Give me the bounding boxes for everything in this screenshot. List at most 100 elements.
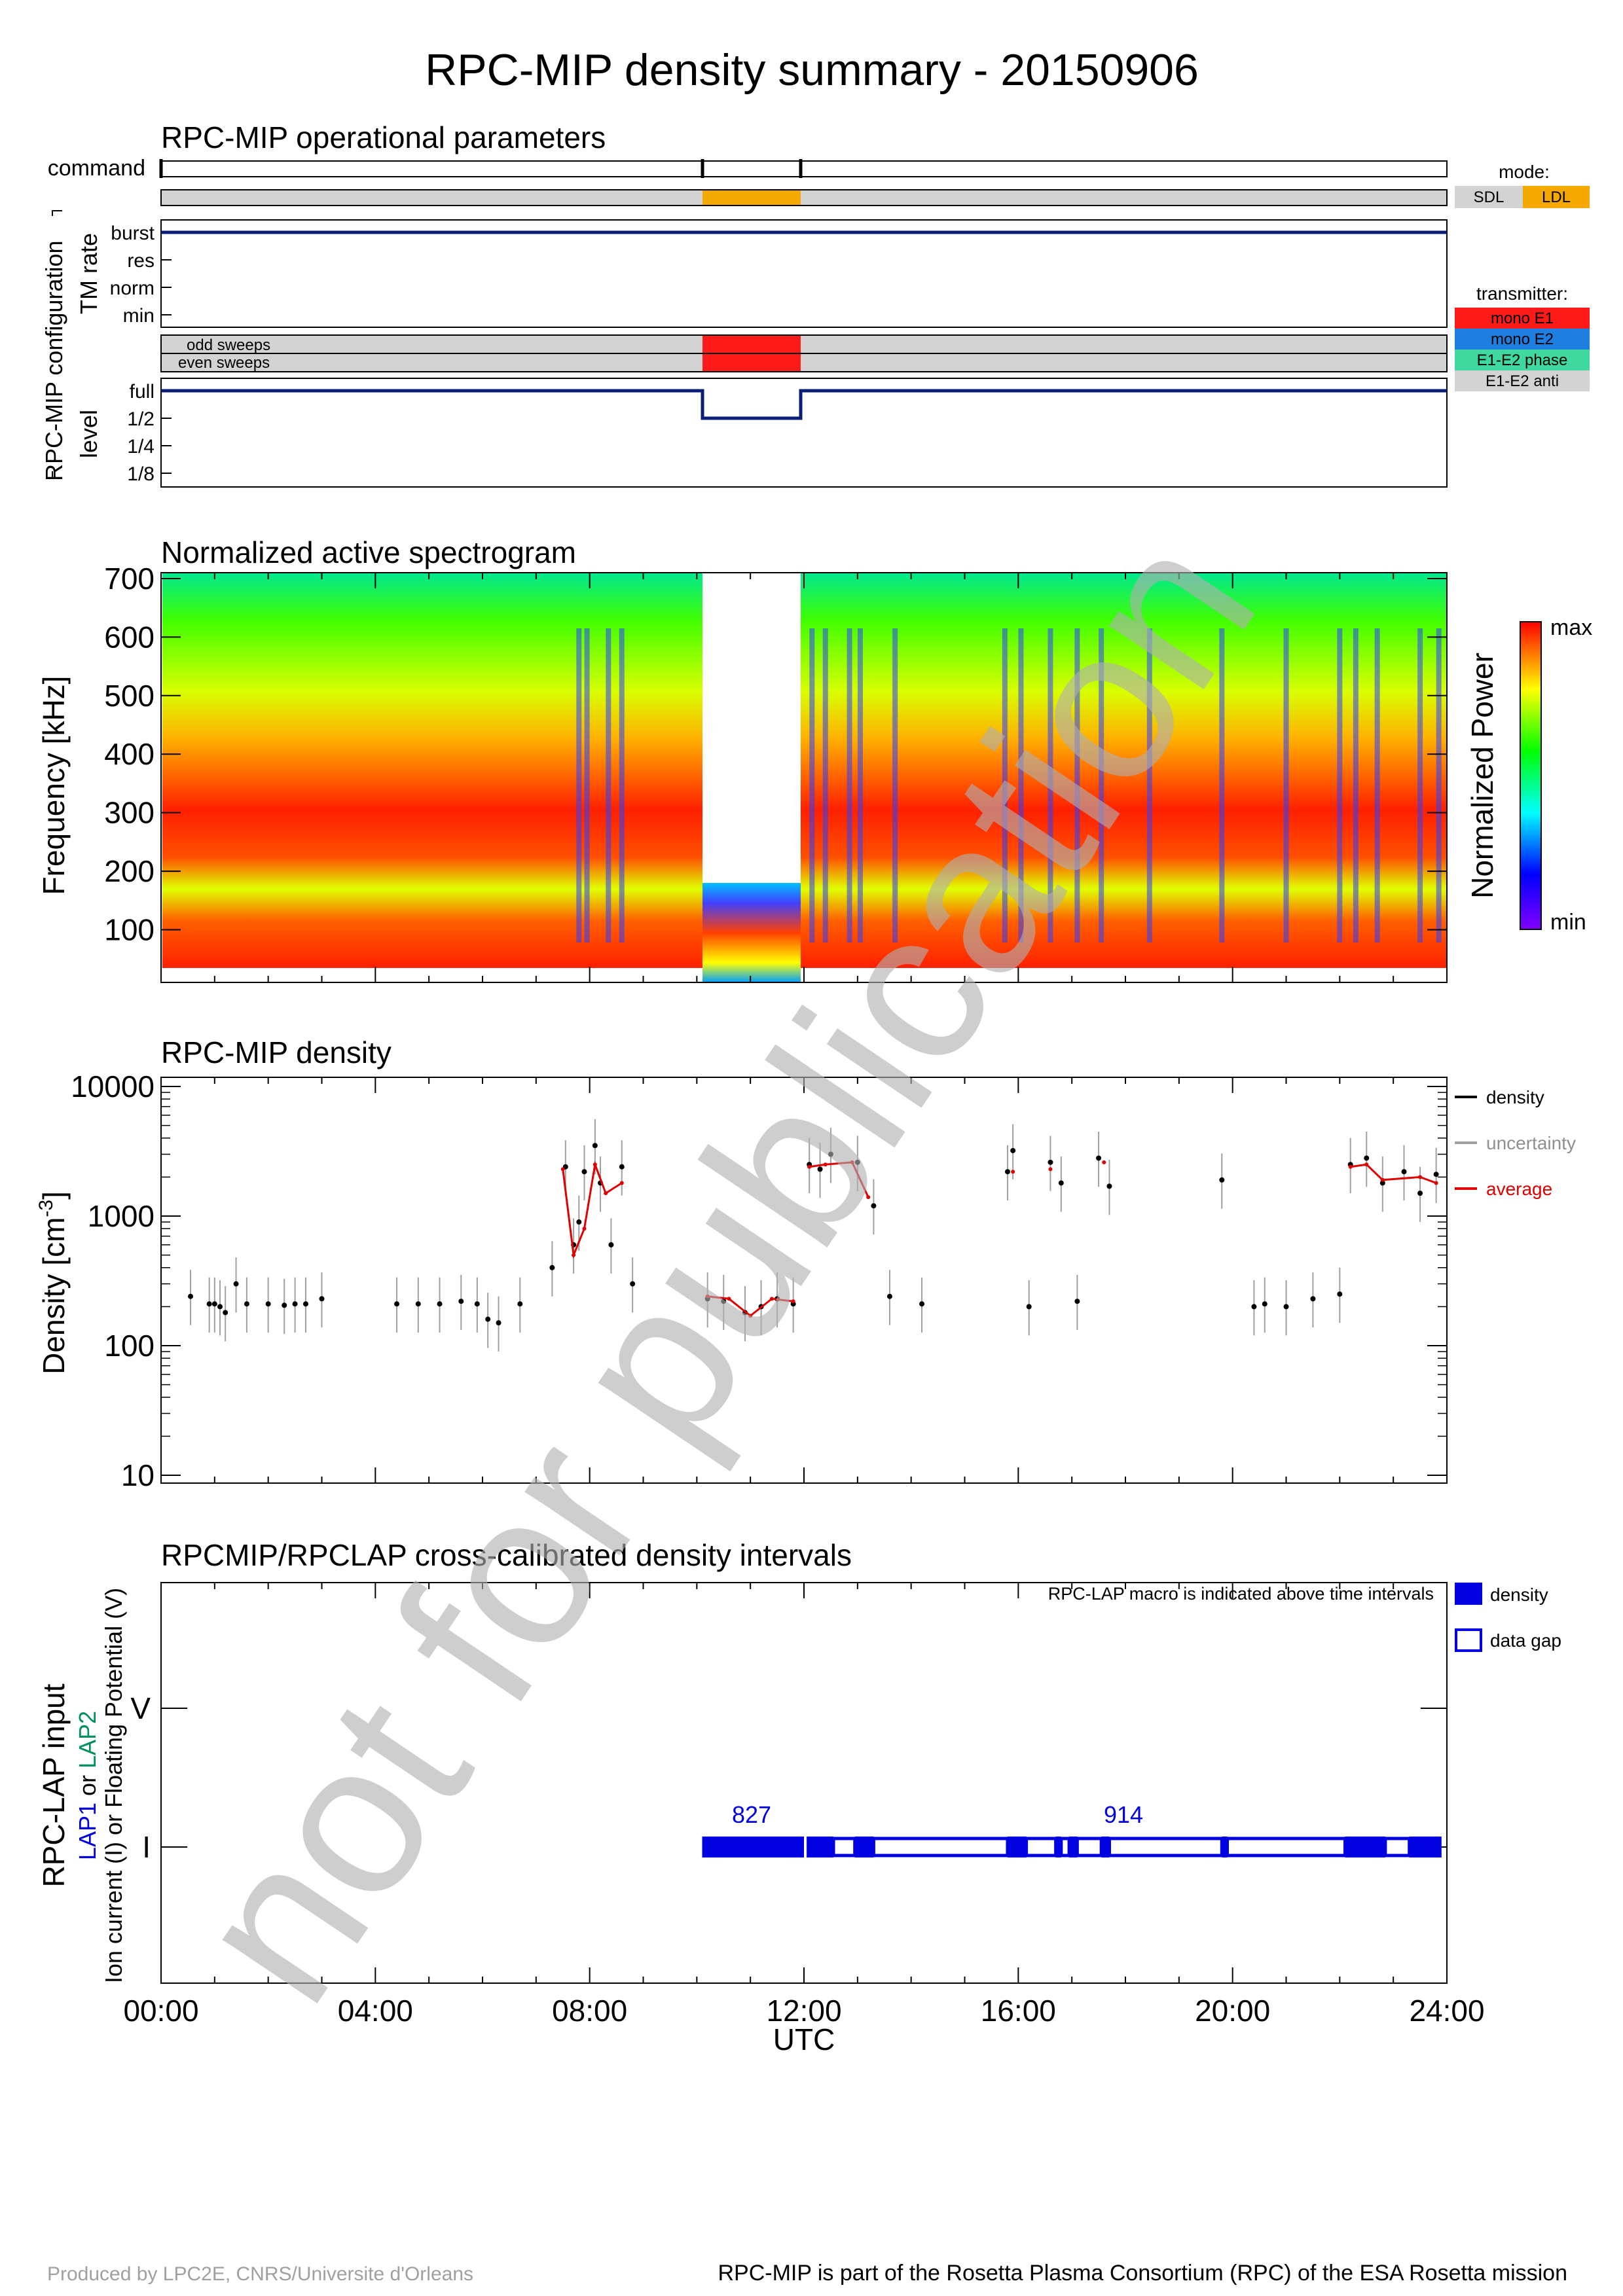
lap-legend-density: density xyxy=(1490,1585,1548,1605)
spec-ytick-label: 200 xyxy=(104,854,155,888)
lap-density-interval xyxy=(1222,1837,1228,1857)
density-point xyxy=(517,1301,523,1307)
transmitter-legend-title: transmitter: xyxy=(1476,283,1568,304)
spec-streak xyxy=(606,628,611,942)
lap-gap-interval xyxy=(1075,1837,1103,1857)
lap-legend-density-swatch xyxy=(1455,1583,1482,1605)
density-title: RPC-MIP density xyxy=(161,1035,392,1069)
level-ticks: full 1/2 1/4 1/8 xyxy=(127,381,172,485)
density-ylabel-close: ] xyxy=(37,1191,71,1200)
lap-ylabel-lap1: LAP1 xyxy=(74,1803,101,1860)
density-point xyxy=(415,1301,421,1307)
density-point xyxy=(206,1301,212,1307)
density-ylabel: Density [cm-3] xyxy=(35,1191,71,1374)
density-point xyxy=(1106,1183,1112,1189)
density-point xyxy=(1096,1155,1102,1161)
average-point xyxy=(1011,1170,1015,1174)
spec-streak xyxy=(1074,628,1080,942)
mode-bar xyxy=(160,189,1448,206)
density-point xyxy=(1364,1155,1370,1161)
lap-intervals xyxy=(702,1837,1442,1857)
tx-legend-anti-label: E1-E2 anti xyxy=(1486,372,1559,390)
tx-legend-mono-e2-label: mono E2 xyxy=(1491,331,1554,348)
density-xticks xyxy=(160,1077,1448,1483)
lap-ylabel-lap2: LAP2 xyxy=(74,1711,101,1768)
colorbar-max: max xyxy=(1550,615,1592,640)
ops-title: RPC-MIP operational parameters xyxy=(161,120,606,154)
average-line xyxy=(1350,1163,1437,1184)
density-point xyxy=(496,1320,501,1326)
spec-streak xyxy=(1002,628,1008,942)
config-bracket-bottom xyxy=(52,471,62,478)
density-point xyxy=(1010,1147,1016,1153)
average-point xyxy=(1102,1160,1106,1164)
lap-gap-interval xyxy=(831,1837,857,1857)
lap-density-interval xyxy=(854,1837,874,1857)
density-point xyxy=(1004,1169,1010,1175)
density-ytick-label: 1000 xyxy=(88,1199,155,1233)
density-point xyxy=(1433,1172,1439,1177)
density-legend: density uncertainty average xyxy=(1455,1087,1576,1199)
lap-legend-gap-swatch xyxy=(1455,1628,1482,1652)
tx-legend-mono-e1 xyxy=(1455,308,1590,329)
density-point xyxy=(1283,1304,1289,1310)
density-point xyxy=(919,1301,925,1307)
tm-level-res: res xyxy=(127,250,155,272)
config-label: RPC-MIP configuration xyxy=(41,241,67,482)
spec-streak xyxy=(1146,628,1152,942)
density-point xyxy=(244,1301,249,1307)
lap-macro-827: 827 xyxy=(732,1801,771,1828)
density-panel: RPC-MIP density Density [cm-3] 10 100 1000… xyxy=(35,1035,1576,1492)
lap-gap-interval xyxy=(1059,1837,1071,1857)
lap-ytick-i: I xyxy=(142,1830,151,1864)
lap-panel: RPCMIP/RPCLAP cross-calibrated density i… xyxy=(37,1538,1561,1984)
density-point xyxy=(437,1301,443,1307)
legend-average: average xyxy=(1486,1179,1552,1199)
density-point xyxy=(828,1151,833,1157)
config-bracket xyxy=(52,210,62,216)
spec-ytick-label: 700 xyxy=(104,562,155,596)
density-point xyxy=(394,1301,400,1307)
density-point xyxy=(630,1281,636,1287)
density-point xyxy=(1379,1180,1385,1186)
level-eighth: 1/8 xyxy=(127,463,155,485)
spec-ytick-label: 500 xyxy=(104,679,155,713)
density-point xyxy=(485,1316,491,1322)
density-point xyxy=(549,1265,555,1270)
lap-density-interval xyxy=(1069,1837,1078,1857)
spectrogram-field-left xyxy=(162,573,702,968)
tm-level-min: min xyxy=(123,305,155,327)
lap-xticks xyxy=(160,1583,1448,1983)
x-axis-labels: 00:00 04:00 08:00 12:00 16:00 20:00 24:00 xyxy=(123,1994,1484,2028)
lap-density-interval xyxy=(1409,1837,1442,1857)
density-point xyxy=(458,1299,464,1304)
lap-gap-interval xyxy=(1025,1837,1058,1857)
density-point xyxy=(1337,1291,1343,1297)
spec-streak xyxy=(1283,628,1289,942)
density-ytick-label: 10 xyxy=(121,1458,155,1492)
average-point xyxy=(1048,1167,1053,1172)
spec-streak xyxy=(1436,628,1442,942)
spec-streak xyxy=(809,628,815,942)
density-point xyxy=(211,1301,217,1307)
lap-macro-914: 914 xyxy=(1104,1801,1143,1828)
density-point xyxy=(592,1143,598,1149)
tm-rate-label: TM rate xyxy=(75,233,102,314)
density-ylabel-main: Density [cm xyxy=(37,1217,71,1374)
mode-bar-ldl xyxy=(702,190,801,205)
density-point xyxy=(217,1304,223,1310)
spec-ytick-label: 300 xyxy=(104,796,155,830)
even-sweeps-label: even sweeps xyxy=(178,354,270,372)
density-point xyxy=(1026,1304,1032,1310)
density-ytick-label: 100 xyxy=(104,1329,155,1363)
lap-legend-gap: data gap xyxy=(1490,1630,1561,1651)
spec-streak xyxy=(847,628,852,942)
average-line xyxy=(809,1161,869,1198)
density-point xyxy=(817,1166,823,1172)
lap-ytick-v: V xyxy=(130,1691,151,1725)
spec-streak xyxy=(1337,628,1343,942)
average-line xyxy=(707,1295,793,1318)
spec-streak xyxy=(1219,628,1225,942)
command-label: command xyxy=(48,156,145,181)
density-point xyxy=(1262,1301,1267,1307)
